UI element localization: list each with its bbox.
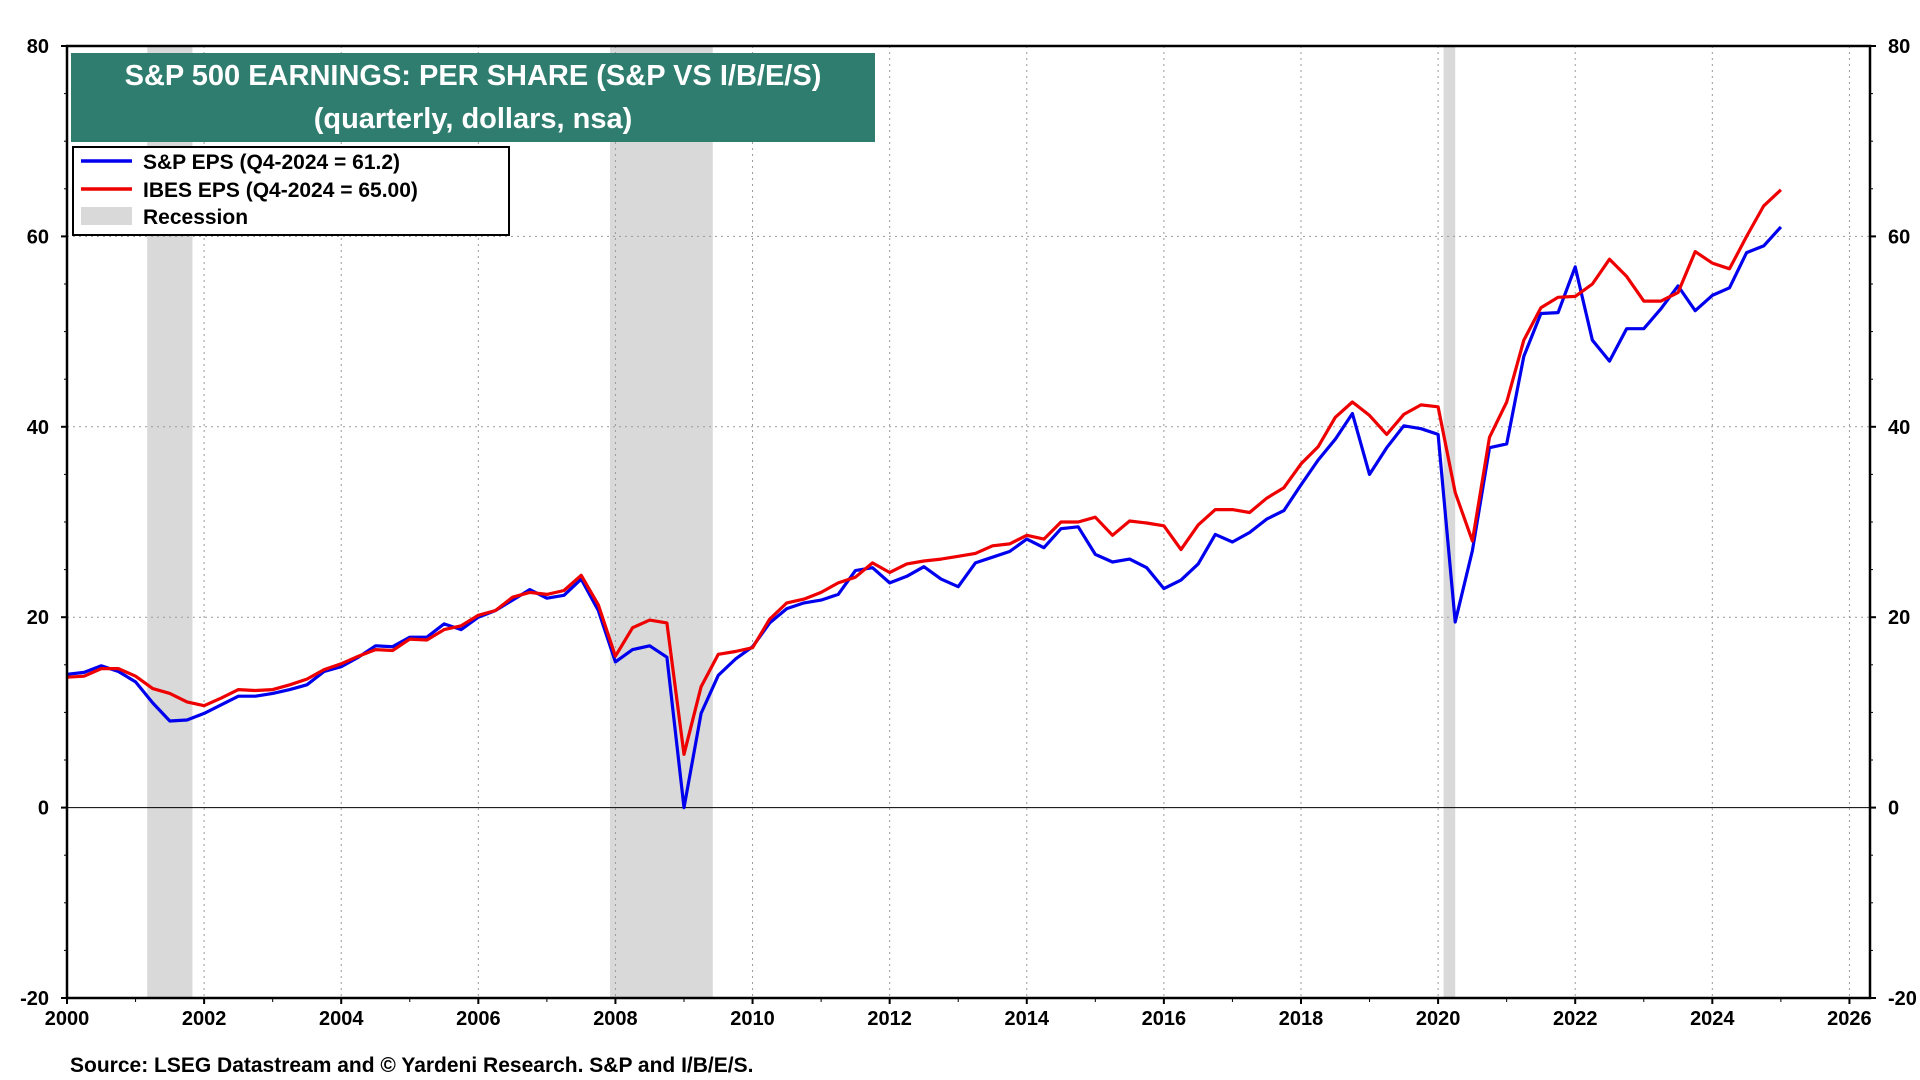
x-tick-label: 2016 <box>1142 1008 1187 1030</box>
y-tick-label-left: 80 <box>27 36 49 58</box>
x-tick-label: 2014 <box>1005 1008 1050 1030</box>
y-tick-label-right: 80 <box>1888 36 1910 58</box>
y-tick-label-left: -20 <box>20 988 49 1010</box>
x-tick-label: 2026 <box>1827 1008 1872 1030</box>
y-tick-label-right: 60 <box>1888 226 1910 248</box>
recession-band-1 <box>609 46 713 998</box>
x-tick-label: 2024 <box>1690 1008 1735 1030</box>
legend-label-recession: Recession <box>143 206 248 229</box>
series-line-sp-eps <box>66 225 1783 810</box>
chart-title: S&P 500 EARNINGS: PER SHARE (S&P VS I/B/… <box>125 60 822 92</box>
x-tick-label: 2000 <box>45 1008 90 1030</box>
x-tick-label: 2022 <box>1553 1008 1598 1030</box>
source-note: Source: LSEG Datastream and © Yardeni Re… <box>70 1054 753 1077</box>
legend: S&P EPS (Q4-2024 = 61.2) IBES EPS (Q4-20… <box>72 146 510 236</box>
title-background <box>71 53 875 142</box>
gridlines <box>67 46 1870 998</box>
x-tick-label: 2010 <box>730 1008 775 1030</box>
legend-label-ibes-eps: IBES EPS (Q4-2024 = 65.00) <box>143 179 418 202</box>
chart-subtitle: (quarterly, dollars, nsa) <box>314 103 633 135</box>
y-tick-label-left: 40 <box>27 417 49 439</box>
x-tick-label: 2008 <box>593 1008 638 1030</box>
x-tick-label: 2018 <box>1279 1008 1324 1030</box>
series-line-ibes-eps <box>66 188 1782 756</box>
y-tick-label-left: 0 <box>38 798 49 820</box>
y-tick-label-right: 40 <box>1888 417 1910 439</box>
y-tick-label-right: -20 <box>1888 988 1917 1010</box>
x-tick-label: 2012 <box>867 1008 912 1030</box>
y-tick-label-left: 20 <box>27 607 49 629</box>
y-tick-label-right: 20 <box>1888 607 1910 629</box>
y-tick-label-right: 0 <box>1888 798 1899 820</box>
title-box: S&P 500 EARNINGS: PER SHARE (S&P VS I/B/… <box>71 53 875 142</box>
legend-swatch-recession <box>81 207 132 225</box>
series-lines <box>66 188 1783 810</box>
x-tick-label: 2006 <box>456 1008 501 1030</box>
x-tick-label: 2004 <box>319 1008 364 1030</box>
recession-band-2 <box>1443 46 1456 998</box>
x-tick-label: 2020 <box>1416 1008 1461 1030</box>
x-tick-label: 2002 <box>182 1008 227 1030</box>
legend-label-sp-eps: S&P EPS (Q4-2024 = 61.2) <box>143 151 400 174</box>
legend-box <box>72 146 510 236</box>
y-tick-label-left: 60 <box>27 226 49 248</box>
